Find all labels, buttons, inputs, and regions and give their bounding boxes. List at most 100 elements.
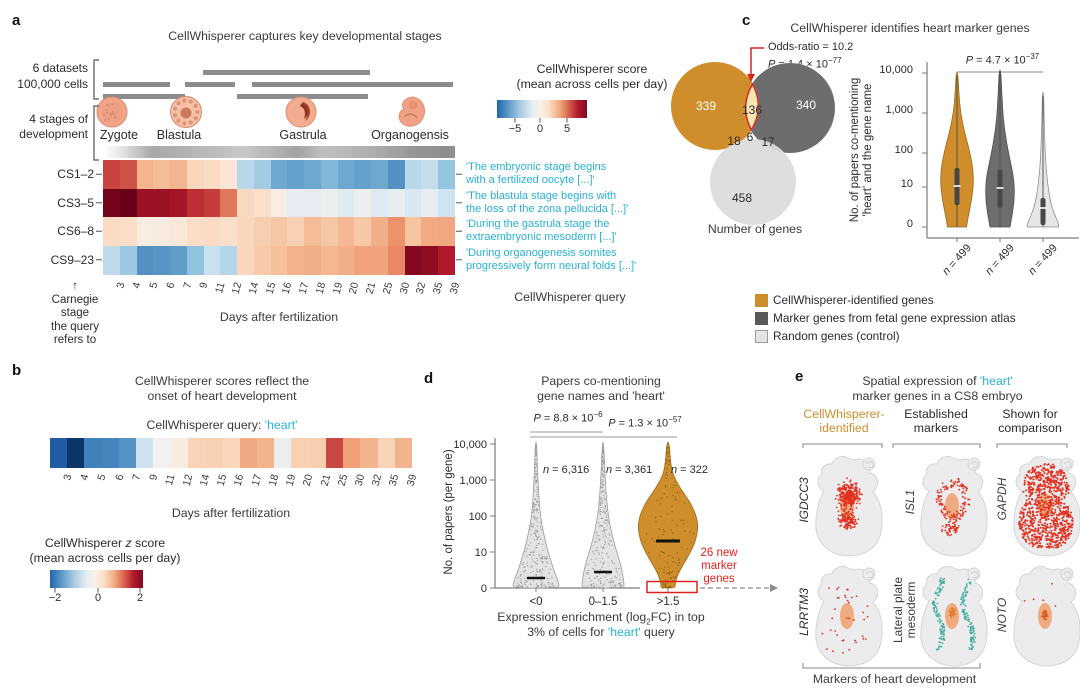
heatmap-cell [253,160,272,189]
venn-caption: Number of genes [707,222,803,236]
query-quote: 'The blastula stage begins with the loss … [466,189,629,215]
heatmap-cell [153,217,171,246]
venn-count: 339 [696,99,716,113]
legend-label: Marker genes from fetal gene expression … [773,311,1016,325]
spatial-plot-igdcc3 [815,456,883,557]
n-val: = 3,361 [612,464,653,476]
heatmap-cell [170,217,188,246]
heatmap-cell [337,188,355,218]
datasets-count-label: 6 datasets [32,61,88,75]
carnegie-note-line: the query [51,320,99,333]
xl2-post: query [640,625,675,639]
panel-e-title-1: Spatial expression of 'heart' [795,374,1080,389]
heatmap-cell [237,245,255,275]
heatmap-cell [203,217,221,246]
et-heart: 'heart' [979,374,1013,388]
panel-a-label: a [12,12,21,29]
new-markers-annotation: 26 new marker genes [690,547,748,586]
heatmap-cell [136,245,154,275]
p-exp: −77 [827,56,842,65]
row-label: CS9–23 [50,252,94,267]
zscore-t1: CellWhisperer [44,536,126,550]
col-header-cmp-1: Shown for [1002,407,1058,421]
heatmap-cell [371,217,389,246]
heatmap-cell [354,217,372,246]
dataset-bar [185,82,235,87]
p-exp: −6 [593,410,603,419]
heatmap-cell [136,160,154,189]
heatmap-cell [67,438,85,468]
stage-label: Organogensis [371,128,449,142]
heatmap-cell [287,160,305,189]
n-val: = 322 [677,464,709,476]
heatmap-cell [203,188,221,218]
heatmap-cell [337,217,355,246]
heatmap-cell [360,438,379,468]
panel-b-query: CellWhisperer query: 'heart' [92,418,352,433]
panel-d-label: d [424,370,434,387]
query-prefix: CellWhisperer query: [146,418,265,432]
heatmap-cell [354,188,372,218]
venn-diagram: 339 136 340 18 6 17 458 [671,47,835,225]
heatmap-cell [270,188,288,218]
xl-sub: 2 [646,617,651,627]
zscore-z: z [125,536,132,550]
expression-dots [821,586,869,654]
heatmap-cell [170,188,188,218]
heatmap-cell [421,217,439,246]
heatmap-cell [119,188,137,218]
svg-text:>1.5: >1.5 [657,596,680,608]
violin-dots [585,446,622,589]
violin-dots [516,445,555,589]
violin-shape [637,440,699,589]
heatmap-cell [186,188,205,218]
legend-label: Random genes (control) [773,329,900,343]
heatmap-cell [136,438,154,468]
heatmap-cell [421,245,439,275]
col-header-est-2: markers [913,421,959,435]
panel-e-title-2: marker genes in a CS8 embryo [852,389,1023,403]
legend-swatch [755,312,768,325]
heatmap-cell [291,438,310,468]
expression-dots [1018,463,1074,549]
p-mid: = 4.7 × 10 [973,54,1026,67]
xl-pre: Expression enrichment (log [497,610,647,624]
query-quote: 'The embryonic stage begins with a fertil… [466,161,607,186]
heatmap-cell [308,438,327,468]
heatmap-cell [304,188,322,218]
heatmap-cell [136,188,154,218]
expression-dots [1023,582,1057,621]
dataset-bar [252,82,453,87]
col-header-cmp-2: comparison [998,421,1062,435]
heatmap-cell [50,438,68,468]
heatmap-cell [270,160,288,189]
stage-label: Zygote [99,128,139,142]
dataset-bar [203,70,370,75]
heatmap-cell [153,160,171,189]
stages-label-2: development [19,127,88,141]
heatmap-cell [220,217,238,246]
n-italic: n [606,464,613,476]
dataset-bar [103,94,185,99]
heatmap-cell [404,160,422,189]
heatmap-cell [304,245,322,275]
heatmap-cell [343,438,361,468]
p-italic: P [965,54,974,67]
heatmap-cell [354,245,372,275]
xlabel-a: Days after fertilization [219,310,339,324]
xl2-pre: 3% of cells for [527,625,608,639]
legend-swatch [755,330,768,343]
ytick-label: 100 [894,144,913,156]
row-label: CS6–8 [57,224,94,239]
colorbar-tick: 0 [536,123,544,135]
venn-count: 340 [796,98,816,112]
heatmap-cell [274,438,292,468]
heatmap-cell [325,438,344,468]
xl-post: FC) in top [650,610,705,624]
heatmap-cell [387,217,406,246]
heatmap-cell [371,160,389,189]
row-label: CS1–2 [57,167,94,182]
xl2-heart: 'heart' [607,625,641,639]
colorbar-b [50,570,143,588]
